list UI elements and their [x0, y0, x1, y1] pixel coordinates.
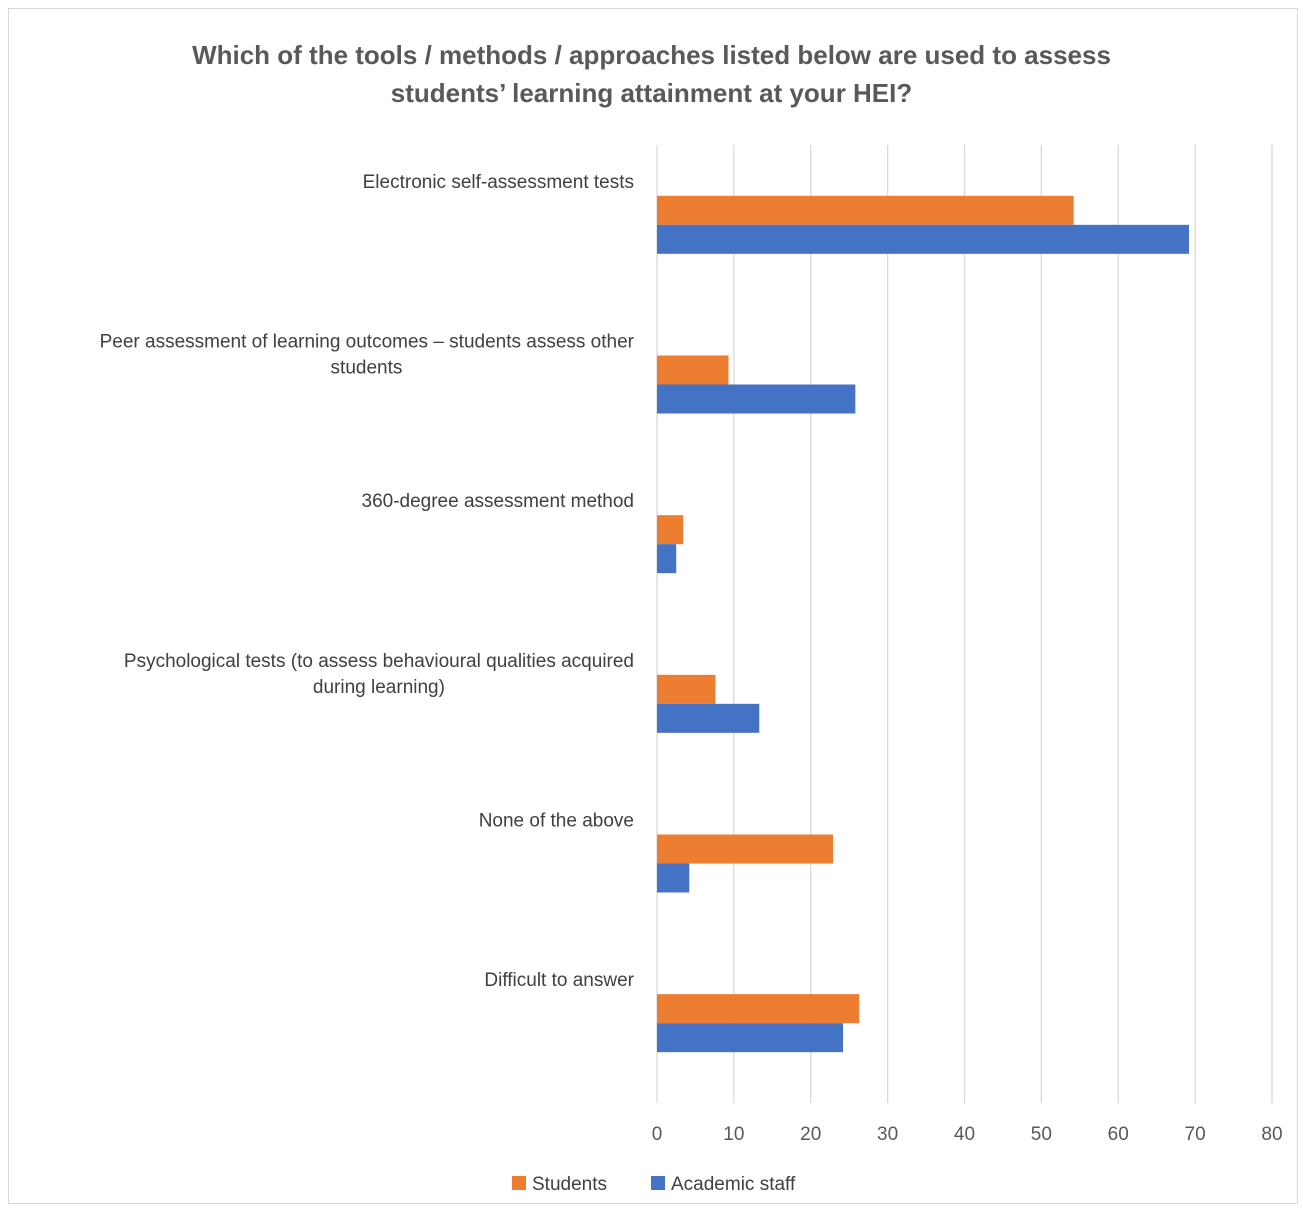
legend: Students Academic staff — [512, 1174, 796, 1195]
x-tick-label: 20 — [800, 1124, 821, 1145]
bar-students — [657, 195, 1074, 225]
category-label: None of the above — [479, 811, 634, 832]
bar-students — [657, 834, 834, 864]
x-tick-label: 10 — [723, 1124, 744, 1145]
bars — [657, 195, 1189, 1053]
bar-students — [657, 674, 716, 704]
legend-label: Academic staff — [671, 1174, 796, 1195]
bar-academic-staff — [657, 1023, 844, 1053]
category-label: students — [331, 358, 403, 379]
legend-swatch — [651, 1176, 665, 1190]
category-label: 360-degree assessment method — [362, 491, 635, 512]
bar-academic-staff — [657, 224, 1189, 254]
chart-title-line-2: students’ learning attainment at your HE… — [390, 78, 913, 108]
gridlines — [656, 145, 1273, 1103]
category-label: during learning) — [313, 677, 445, 698]
chart-title: Which of the tools / methods / approache… — [0, 36, 1303, 112]
legend-swatch — [512, 1176, 526, 1190]
category-label: Peer assessment of learning outcomes – s… — [100, 332, 635, 353]
bar-academic-staff — [657, 384, 856, 414]
x-tick-label: 0 — [652, 1124, 663, 1145]
x-tick-label: 30 — [877, 1124, 898, 1145]
bar-students — [657, 515, 684, 545]
category-label: Difficult to answer — [484, 970, 634, 991]
bar-students — [657, 355, 729, 385]
x-tick-label: 80 — [1261, 1124, 1282, 1145]
category-labels: Electronic self-assessment tests Peer ass… — [100, 172, 635, 991]
chart-frame — [8, 8, 1298, 1204]
legend-label: Students — [532, 1174, 607, 1195]
x-tick-label: 40 — [954, 1124, 975, 1145]
x-tick-label: 60 — [1108, 1124, 1129, 1145]
bar-academic-staff — [657, 544, 677, 574]
category-label: Psychological tests (to assess behaviour… — [124, 651, 634, 672]
chart-title-line-1: Which of the tools / methods / approache… — [192, 40, 1111, 70]
category-label: Electronic self-assessment tests — [363, 172, 634, 193]
x-axis-tick-labels: 0 10 20 30 40 50 60 70 80 — [652, 1124, 1283, 1145]
x-tick-label: 50 — [1031, 1124, 1052, 1145]
bar-students — [657, 994, 860, 1024]
bar-academic-staff — [657, 863, 690, 893]
x-tick-label: 70 — [1185, 1124, 1206, 1145]
bar-academic-staff — [657, 703, 760, 733]
